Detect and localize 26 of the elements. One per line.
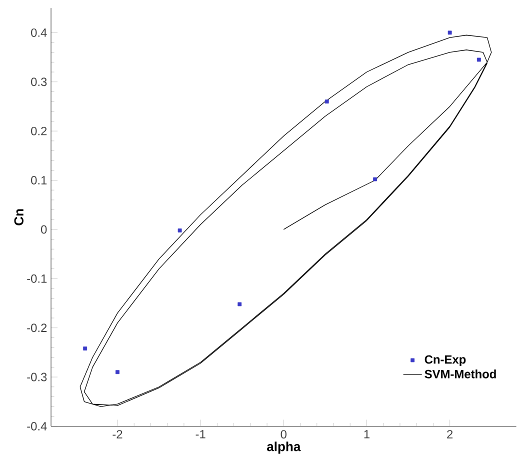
y-tick-label: 0 — [41, 225, 47, 234]
x-tick-label: 2 — [447, 430, 453, 438]
point — [238, 302, 242, 306]
point — [116, 370, 120, 374]
point — [373, 177, 378, 182]
point — [448, 30, 452, 35]
y-tick-label: 0.4 — [31, 28, 47, 37]
x-tick-label: -1 — [196, 430, 206, 438]
x-tick-label: 1 — [364, 430, 370, 438]
y-tick-label: -0.4 — [27, 422, 47, 431]
y-tick-label: -0.1 — [27, 274, 47, 283]
x-tick-label: 0 — [280, 430, 287, 439]
point — [178, 228, 182, 232]
y-tick-label: -0.3 — [27, 372, 47, 382]
y-tick-label: 0.3 — [31, 78, 47, 86]
y-axis-title: Cn — [14, 209, 24, 226]
legend-label: Cn-Exp — [424, 355, 466, 366]
x-tick-label: -2 — [112, 430, 122, 438]
point — [324, 100, 329, 104]
x-axis-title: alpha — [267, 442, 301, 454]
legend-label: SVM-Method — [424, 370, 496, 378]
point — [83, 346, 88, 350]
y-tick-label: -0.2 — [27, 324, 47, 332]
y-tick-label: 0.2 — [31, 126, 47, 136]
point — [476, 58, 481, 62]
y-tick-label: 0.1 — [31, 176, 47, 185]
